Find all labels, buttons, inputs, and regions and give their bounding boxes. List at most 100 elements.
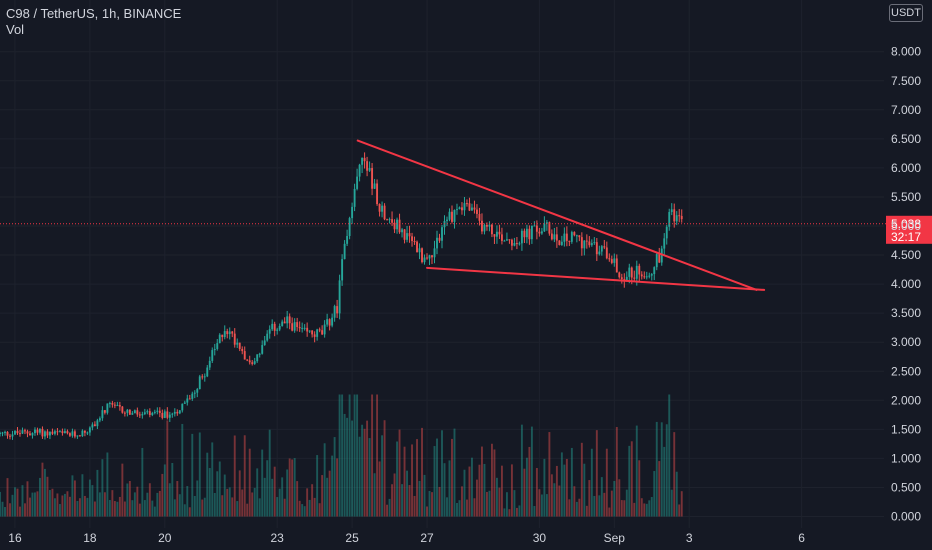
candle-body (488, 224, 491, 227)
candle-body (545, 222, 548, 224)
candle-body (221, 334, 224, 338)
volume-bar (675, 471, 678, 517)
candle-body (246, 359, 249, 361)
trendline[interactable] (356, 139, 758, 291)
candle-body (633, 277, 636, 279)
volume-bar (543, 458, 546, 517)
candle-body (600, 246, 603, 252)
candle-body (108, 402, 111, 404)
volume-bar (625, 489, 628, 517)
candle-body (258, 353, 261, 355)
volume-bar (256, 468, 259, 517)
symbol-title[interactable]: C98 / TetherUS, 1h, BINANCE (6, 6, 182, 21)
candle-body (126, 409, 129, 413)
volume-bar (423, 474, 426, 517)
volume-bar (451, 438, 453, 517)
candle-body (71, 431, 74, 436)
candle-body (421, 248, 423, 263)
candle-body (438, 237, 441, 241)
price-tick-label: 2.500 (891, 364, 921, 378)
volume-bar (568, 499, 571, 517)
volume-bar (538, 489, 541, 517)
time-tick-label: 16 (8, 531, 22, 545)
candle-body (608, 258, 611, 260)
candle-body (498, 231, 501, 235)
candle-body (403, 229, 406, 240)
volume-bar (453, 428, 456, 517)
candle-body (613, 258, 616, 263)
candle-body (406, 233, 408, 240)
candle-body (583, 240, 586, 249)
volume-bar (216, 471, 219, 517)
candle-body (178, 410, 181, 414)
candle-body (193, 392, 196, 394)
candle-body (428, 255, 431, 259)
volume-bar (236, 501, 239, 517)
price-tick-label: 4.500 (891, 248, 921, 262)
candle-body (625, 276, 628, 281)
candle-body (163, 411, 166, 418)
candle-body (171, 413, 174, 415)
volume-bar (411, 444, 413, 517)
time-axis[interactable]: 16 18 20 23 25 27 30 Sep 3 6 (8, 531, 805, 545)
bar-countdown: 32:17 (891, 230, 921, 244)
candle-body (223, 331, 226, 338)
candle-body (146, 411, 149, 413)
volume-bar (19, 506, 21, 517)
candle-body (296, 322, 299, 328)
candle-body (610, 259, 613, 263)
volume-bar (286, 469, 289, 517)
volume-bar (500, 465, 503, 517)
candle-body (426, 257, 428, 259)
candle-body (675, 215, 678, 222)
volume-bar (88, 479, 91, 517)
candle-body (268, 329, 271, 334)
price-tick-label: 5.000 (891, 219, 921, 233)
volume-bar (338, 394, 341, 517)
volume-bar (468, 466, 471, 517)
trendline[interactable] (426, 266, 766, 291)
candle-body (650, 274, 653, 276)
volume-bar (525, 457, 528, 517)
candle-body (166, 411, 169, 418)
volume-bar (248, 448, 251, 517)
candle-body (63, 431, 66, 434)
volume-bar (505, 492, 508, 517)
candle-body (376, 183, 379, 205)
volume-bar (46, 476, 49, 517)
volume-bar (436, 438, 438, 517)
volume-bar (183, 504, 186, 517)
candle-body (658, 254, 661, 263)
price-tick-label: 7.500 (891, 74, 921, 88)
trendlines[interactable] (356, 139, 766, 291)
candle-body (278, 325, 281, 330)
currency-button[interactable]: USDT (889, 4, 923, 22)
candle-body (243, 351, 246, 360)
price-axis[interactable]: 8.000 7.500 7.000 6.500 6.000 5.500 5.000 4.500… (891, 45, 921, 524)
time-tick-label: Sep (604, 531, 626, 545)
volume-bar (610, 490, 613, 517)
volume-bar (353, 394, 356, 517)
volume-bar (633, 502, 636, 517)
candle-body (393, 222, 396, 230)
candle-body (286, 316, 289, 324)
candle-body (595, 242, 598, 255)
candle-body (16, 430, 19, 434)
candle-body (585, 240, 588, 242)
volume-bar (156, 492, 159, 517)
volume-bar (366, 420, 369, 517)
candle-body (156, 410, 159, 412)
price-tick-label: 6.500 (891, 132, 921, 146)
volume-bar (481, 446, 483, 517)
volume-bar (515, 507, 518, 517)
candle-body (560, 241, 563, 245)
volume-bar (36, 491, 39, 517)
volume-bar (93, 501, 96, 517)
volume-bar (263, 477, 266, 517)
candle-body (168, 414, 171, 418)
volume-bar (311, 484, 314, 517)
volume-legend[interactable]: Vol (6, 22, 25, 37)
volume-bar (34, 492, 36, 517)
